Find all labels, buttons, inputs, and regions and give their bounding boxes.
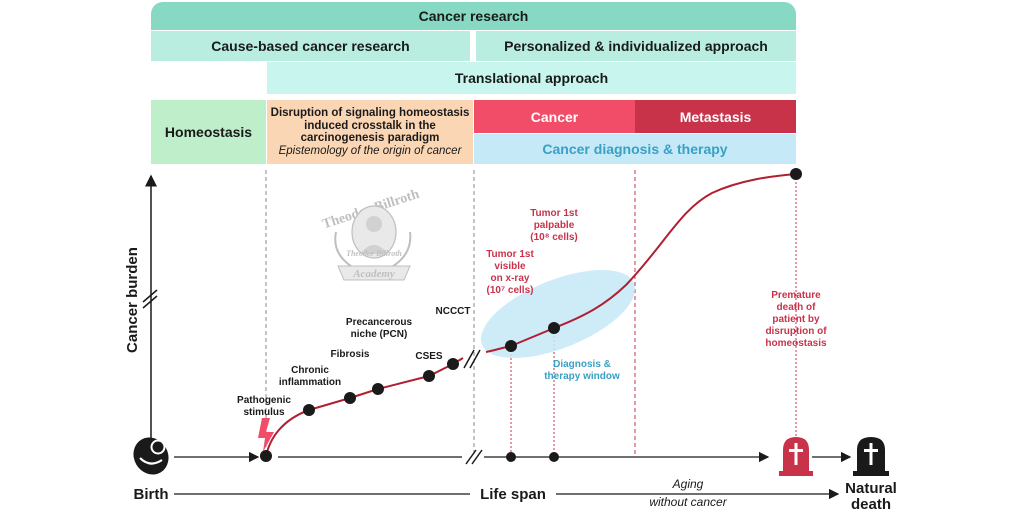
disruption-subtitle: Epistemology of the origin of cancer	[278, 144, 462, 157]
academy-watermark: Theodor Billroth Theodor Billroth Academ…	[321, 187, 421, 281]
premature-label-2: death of	[777, 302, 817, 313]
disruption-line-2: induced crosstalk in the	[304, 119, 436, 132]
premature-label-5: homeostasis	[765, 338, 827, 349]
band-cancer: Cancer	[474, 100, 635, 133]
natural-death-label-1: Natural	[845, 480, 897, 497]
palpable-label-1: Tumor 1st	[530, 208, 578, 219]
natural-death-tombstone-icon	[853, 437, 889, 476]
baseline-point-palpable	[549, 452, 559, 462]
pathogenic-label-1: Pathogenic	[237, 395, 291, 406]
band-metastasis-label: Metastasis	[679, 108, 752, 125]
band-disruption: Disruption of signaling homeostasis indu…	[267, 100, 473, 164]
cses-label: CSES	[415, 351, 443, 362]
premature-label-4: disruption of	[765, 326, 827, 337]
aging-label-2: without cancer	[649, 495, 727, 509]
palpable-label-2: palpable	[534, 220, 575, 231]
pcn-label-2: niche (PCN)	[351, 329, 408, 340]
band-personalized-label: Personalized & individualized approach	[504, 38, 768, 54]
band-metastasis: Metastasis	[635, 100, 796, 133]
visible-label-1: Tumor 1st	[486, 249, 534, 260]
point-pathogenic	[260, 450, 272, 462]
lifespan-label: Life span	[480, 486, 546, 503]
natural-death-label-2: death	[851, 496, 891, 512]
y-axis-label: Cancer burden	[124, 247, 141, 353]
pcn-label-1: Precancerous	[346, 317, 413, 328]
aging-label-1: Aging	[672, 477, 704, 491]
point-pcn	[372, 383, 384, 395]
baseline-break	[465, 449, 483, 465]
visible-label-3: on x-ray	[491, 273, 530, 284]
band-cause-based-label: Cause-based cancer research	[211, 38, 410, 54]
fibrosis-label: Fibrosis	[331, 349, 370, 360]
chronic-label-2: inflammation	[279, 377, 341, 388]
disruption-line-3: carcinogenesis paradigm	[300, 132, 440, 144]
curve-break	[463, 349, 481, 369]
band-cancer-research-label: Cancer research	[418, 8, 529, 24]
point-palpable	[548, 322, 560, 334]
band-cancer-research: Cancer research	[151, 2, 796, 30]
point-chronic	[303, 404, 315, 416]
ncccT-label: NCCCT	[436, 306, 471, 317]
band-translational-label: Translational approach	[454, 70, 609, 86]
y-axis-break	[142, 289, 158, 309]
birth-label: Birth	[134, 486, 169, 503]
premature-tombstone-icon	[779, 437, 813, 476]
baseline-point-visible	[506, 452, 516, 462]
watermark-bottom-text: Academy	[352, 268, 395, 280]
watermark-ribbon	[337, 265, 411, 281]
curve-precancer	[265, 357, 464, 457]
band-translational: Translational approach	[267, 62, 796, 94]
band-homeostasis-label: Homeostasis	[164, 124, 253, 140]
disruption-line-1: Disruption of signaling homeostasis	[270, 107, 470, 119]
portrait-body	[360, 245, 388, 254]
band-cause-based: Cause-based cancer research	[151, 31, 470, 61]
portrait-head	[366, 216, 382, 232]
diagnosis-window-ellipse	[480, 269, 636, 359]
band-homeostasis: Homeostasis	[151, 100, 266, 164]
chronic-label-1: Chronic	[291, 365, 329, 376]
point-ncccT	[447, 358, 459, 370]
palpable-label-3: (10⁸ cells)	[530, 232, 578, 243]
baby-icon	[133, 437, 169, 475]
premature-label-1: Premature	[771, 290, 821, 301]
band-diagnosis-therapy: Cancer diagnosis & therapy	[474, 134, 796, 164]
window-label-2: therapy window	[544, 371, 620, 382]
band-personalized: Personalized & individualized approach	[476, 31, 796, 61]
band-cancer-label: Cancer	[530, 108, 579, 125]
premature-label-3: patient by	[772, 314, 820, 325]
curve-points	[260, 168, 802, 462]
watermark-signature: Theodor Billroth	[346, 249, 402, 258]
pathogenic-label-2: stimulus	[243, 407, 285, 418]
visible-label-4: (10⁷ cells)	[487, 285, 534, 296]
point-death	[790, 168, 802, 180]
point-fibrosis	[344, 392, 356, 404]
window-label-1: Diagnosis &	[553, 359, 611, 370]
visible-label-2: visible	[494, 261, 526, 272]
point-visible	[505, 340, 517, 352]
point-cses	[423, 370, 435, 382]
lightning-icon	[258, 418, 274, 452]
band-diagnosis-therapy-label: Cancer diagnosis & therapy	[542, 141, 728, 157]
